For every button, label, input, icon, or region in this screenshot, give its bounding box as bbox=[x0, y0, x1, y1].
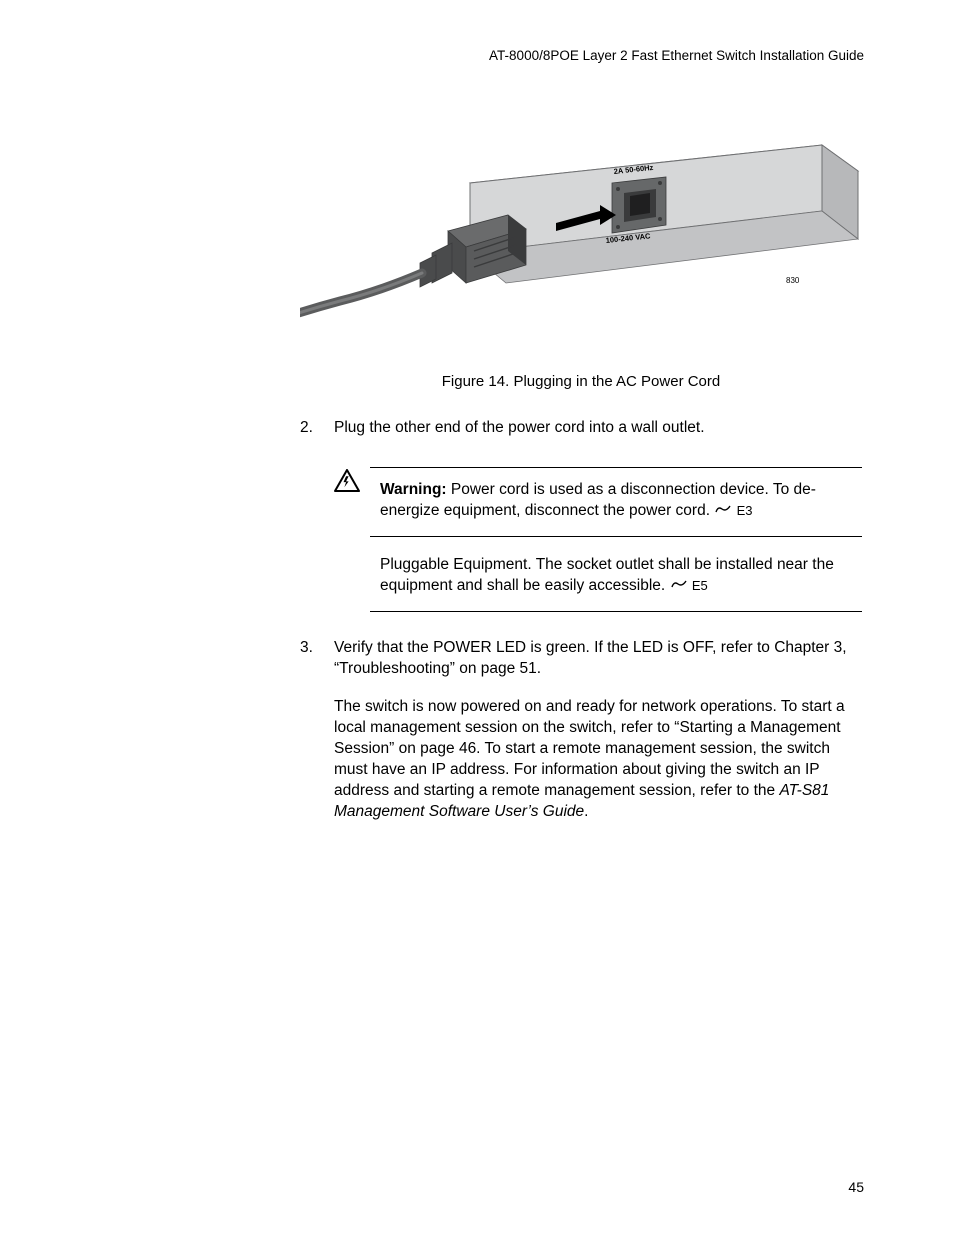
note-icon-spacer bbox=[334, 551, 370, 561]
figure-caption: Figure 14. Plugging in the AC Power Cord bbox=[300, 373, 862, 390]
step-2-text: Plug the other end of the power cord int… bbox=[334, 418, 862, 439]
note-callout: Pluggable Equipment. The socket outlet s… bbox=[334, 551, 862, 620]
document-page: AT-8000/8POE Layer 2 Fast Ethernet Switc… bbox=[0, 0, 954, 1235]
step-2: 2. Plug the other end of the power cord … bbox=[300, 418, 862, 439]
step-2-number: 2. bbox=[300, 418, 334, 439]
figure-small-id: 830 bbox=[786, 276, 800, 285]
note-text: Pluggable Equipment. The socket outlet s… bbox=[370, 551, 862, 603]
page-number: 45 bbox=[848, 1179, 864, 1195]
warning-rule-top bbox=[370, 467, 862, 468]
step-3-para-2: The switch is now powered on and ready f… bbox=[334, 697, 862, 823]
running-header: AT-8000/8POE Layer 2 Fast Ethernet Switc… bbox=[90, 48, 864, 63]
note-rule-bottom bbox=[370, 611, 862, 612]
warning-icon bbox=[334, 459, 370, 493]
figure-illustration: 2A 50-60Hz 100-240 VAC bbox=[300, 123, 862, 351]
step-3: 3. Verify that the POWER LED is green. I… bbox=[300, 638, 862, 823]
figure-14: 2A 50-60Hz 100-240 VAC bbox=[300, 123, 862, 390]
warning-callout: Warning: Power cord is used as a disconn… bbox=[334, 459, 862, 545]
warning-text: Warning: Power cord is used as a disconn… bbox=[370, 476, 862, 528]
warning-rule-bottom bbox=[370, 536, 862, 537]
step-3-number: 3. bbox=[300, 638, 334, 823]
step-3-para-1: Verify that the POWER LED is green. If t… bbox=[334, 638, 862, 680]
